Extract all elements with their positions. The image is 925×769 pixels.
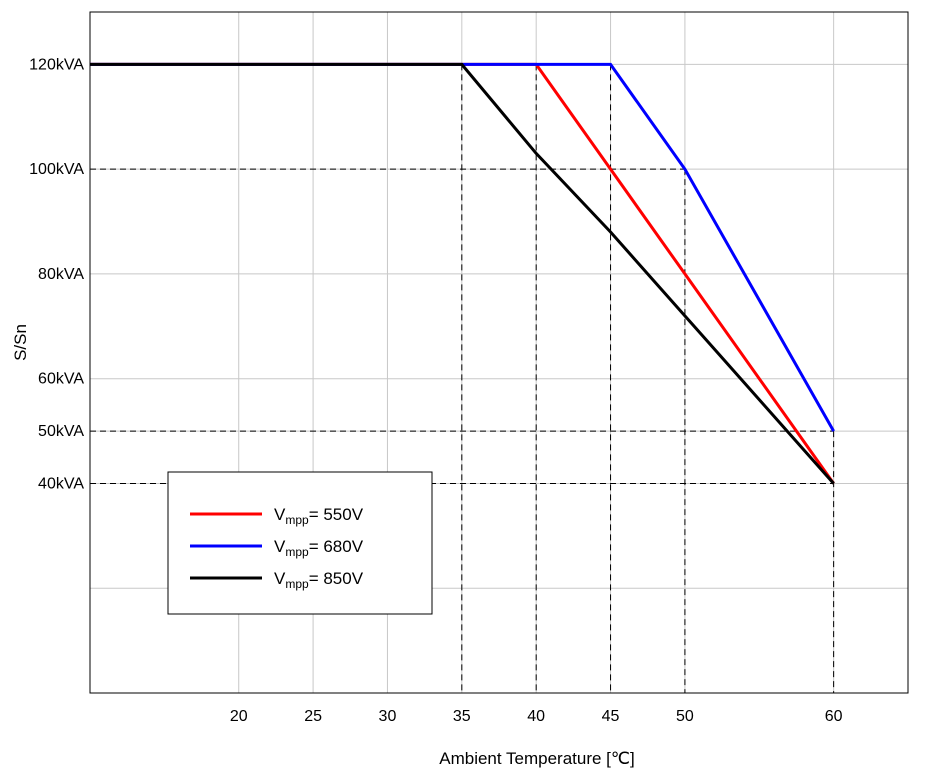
x-tick-label: 60 [825,708,843,725]
y-tick-label: 120kVA [29,56,84,73]
y-tick-label: 50kVA [38,423,84,440]
y-tick-label: 100kVA [29,161,84,178]
y-tick-label: 80kVA [38,266,84,283]
legend: Vmpp= 550V Vmpp= 680V Vmpp= 850V [167,471,433,615]
series-line-2 [90,62,835,485]
x-axis-label: Ambient Temperature [℃] [439,749,634,768]
x-tick-label: 40 [527,708,545,725]
x-tick-labels: 20 25 30 35 40 45 50 60 [230,708,843,725]
y-axis-label: S/Sn [11,324,30,361]
x-tick-label: 50 [676,708,694,725]
y-tick-label: 60kVA [38,371,84,388]
x-tick-label: 30 [379,708,397,725]
legend-box [167,471,433,615]
y-tick-labels: 120kVA 100kVA 80kVA 60kVA 50kVA 40kVA [29,56,84,492]
x-tick-label: 20 [230,708,248,725]
x-tick-label: 35 [453,708,471,725]
legend-label: Vmpp= 680V [274,537,364,559]
x-tick-label: 45 [602,708,620,725]
series-lines [90,62,835,485]
y-tick-label: 40kVA [38,475,84,492]
legend-label: Vmpp= 550V [274,505,364,527]
legend-label: Vmpp= 850V [274,569,364,591]
plot-frame [89,11,909,694]
x-tick-label: 25 [304,708,322,725]
